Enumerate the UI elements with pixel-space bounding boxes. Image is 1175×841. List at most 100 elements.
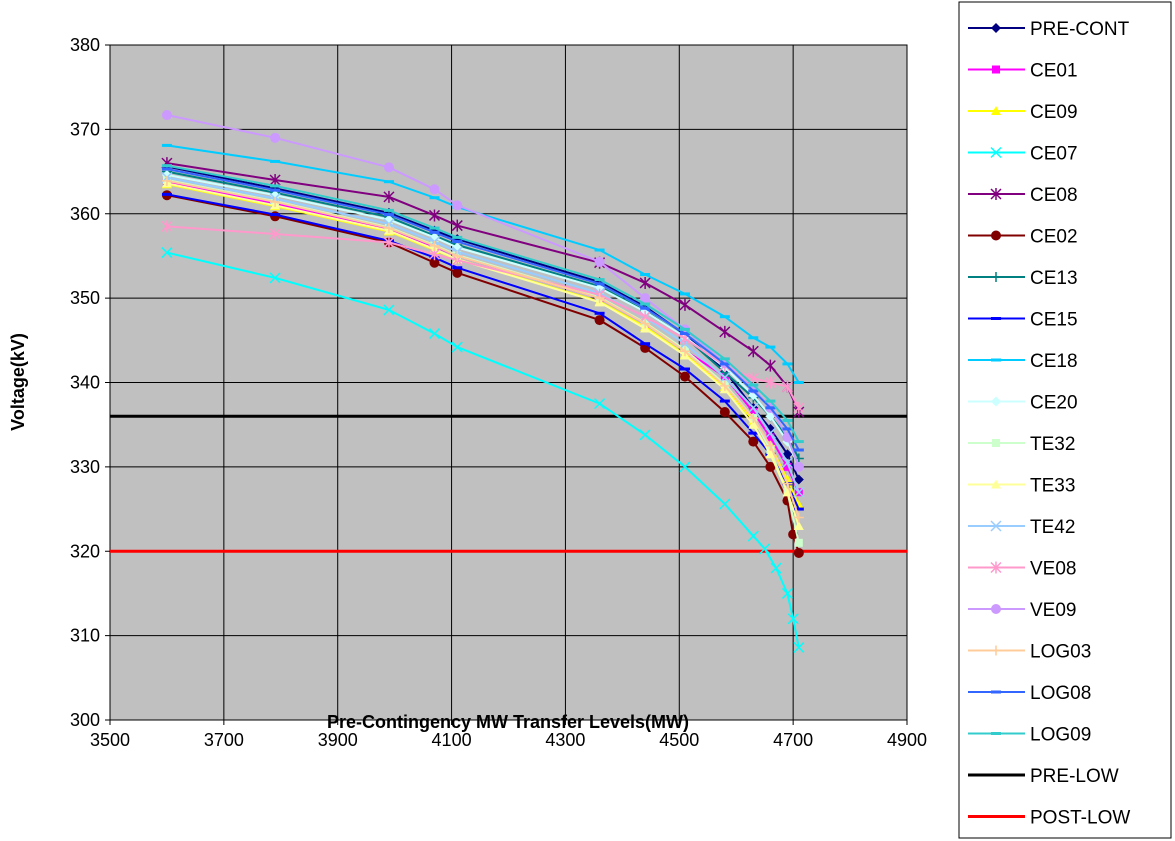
x-axis-title: Pre-Contingency MW Transfer Levels(MW) (327, 712, 689, 732)
y-axis-title: Voltage(kV) (8, 333, 28, 431)
data-point-ce15 (640, 342, 651, 346)
data-point-log08 (748, 389, 759, 393)
data-point-ce08 (451, 219, 463, 232)
data-point-ce07 (639, 429, 651, 441)
data-point-ce07 (770, 562, 782, 574)
data-point-log08 (679, 332, 690, 336)
legend-label: TE32 (1030, 434, 1075, 455)
data-point-log09 (640, 302, 651, 306)
legend-swatch-marker (991, 106, 1001, 115)
x-tick-label: 4100 (432, 730, 472, 750)
data-point-ce07 (781, 587, 793, 599)
legend-label: CE20 (1030, 393, 1078, 414)
data-point-ce07 (451, 341, 463, 353)
series-log09 (161, 164, 804, 444)
data-point-te42 (747, 402, 759, 414)
data-point-te42 (719, 371, 731, 383)
x-tick-label: 4500 (659, 730, 699, 750)
data-point-log08 (765, 406, 776, 410)
legend-label: LOG08 (1030, 683, 1091, 704)
data-point-ce08 (639, 276, 651, 289)
series-lines (161, 110, 805, 653)
legend-entry-ce01: CE01 (968, 61, 1078, 82)
data-point-ce18 (719, 315, 730, 319)
legend-entry-te32: TE32 (968, 434, 1075, 455)
legend-entry-ce07: CE07 (968, 144, 1078, 165)
data-point-log08 (429, 230, 440, 234)
legend-label: CE07 (1030, 144, 1078, 165)
data-point-ve08 (781, 380, 793, 393)
data-point-log08 (782, 427, 793, 431)
data-point-ce07 (793, 641, 805, 653)
legend-label: CE02 (1030, 227, 1078, 248)
data-point-ce18 (161, 143, 172, 147)
data-point-ce15 (161, 192, 172, 196)
data-point-ce15 (270, 213, 281, 217)
legend-entry-ve08: VE08 (968, 559, 1076, 580)
legend-label: PRE-CONT (1030, 19, 1130, 40)
legend-swatch-marker (991, 23, 1001, 33)
legend-swatch-marker (990, 188, 1002, 200)
legend-label: LOG03 (1030, 642, 1091, 663)
data-point-pre-cont (793, 474, 804, 485)
legend-entry-log09: LOG09 (968, 725, 1091, 746)
data-point-ce07 (428, 328, 441, 340)
legend-entry-ce20: CE20 (968, 393, 1078, 414)
data-point-ce07 (747, 530, 759, 542)
data-point-ve09 (793, 461, 804, 472)
legend-swatch-marker (991, 396, 1001, 407)
data-point-te42 (793, 486, 805, 498)
legend-entry-ce08: CE08 (968, 185, 1078, 206)
data-point-ce02 (793, 547, 804, 558)
legend-swatch-marker (990, 520, 1002, 532)
data-point-log08 (383, 213, 394, 217)
data-point-ce18 (782, 362, 793, 366)
legend-label: CE09 (1030, 102, 1078, 123)
data-point-ce02 (679, 371, 690, 382)
data-point-ve09 (640, 293, 651, 304)
legend-swatch-marker (992, 65, 1000, 74)
data-point-ce18 (793, 381, 804, 384)
data-point-ce07 (787, 613, 799, 625)
data-point-log03 (782, 478, 793, 489)
data-point-ce01 (783, 462, 792, 471)
data-point-log09 (270, 184, 281, 188)
legend-label: CE15 (1030, 310, 1078, 331)
data-point-ce08 (383, 190, 395, 203)
legend-entry-ve09: VE09 (968, 600, 1076, 621)
x-axis-ticks: 3500 3700 3900 4100 4300 4500 4700 4900 (90, 720, 927, 750)
data-point-log08 (452, 240, 463, 244)
data-point-ve09 (594, 256, 605, 267)
legend-label: CE01 (1030, 61, 1078, 82)
data-point-ve08 (793, 401, 805, 414)
x-tick-label: 4700 (773, 730, 813, 750)
data-point-log09 (594, 278, 605, 282)
data-point-log08 (640, 306, 651, 310)
data-point-log03 (765, 440, 776, 451)
data-point-ce01 (766, 433, 775, 442)
data-point-ce02 (719, 407, 730, 418)
data-point-ce08 (747, 345, 759, 358)
data-point-ce15 (594, 311, 605, 315)
data-point-ce15 (748, 431, 759, 435)
legend-swatch-marker (991, 479, 1001, 489)
data-point-log03 (719, 380, 730, 391)
y-tick-label: 320 (70, 541, 100, 561)
data-point-ce01 (749, 408, 758, 417)
data-point-ce07 (383, 304, 395, 316)
legend-swatch-marker (991, 690, 1001, 694)
data-point-ce18 (429, 196, 440, 200)
legend-swatch-marker (990, 146, 1002, 159)
legend-entry-pre-cont: PRE-CONT (968, 19, 1130, 40)
data-point-log09 (383, 208, 394, 212)
legend-entry-post-low: POST-LOW (968, 808, 1130, 829)
data-point-ce18 (383, 180, 394, 184)
legend-entry-te42: TE42 (968, 517, 1075, 538)
data-point-ce07 (679, 461, 691, 473)
legend-swatch-marker (991, 732, 1001, 735)
data-point-ve09 (383, 162, 394, 173)
data-point-ce18 (748, 336, 759, 340)
data-point-ce02 (429, 257, 440, 268)
data-point-ve08 (161, 220, 173, 233)
